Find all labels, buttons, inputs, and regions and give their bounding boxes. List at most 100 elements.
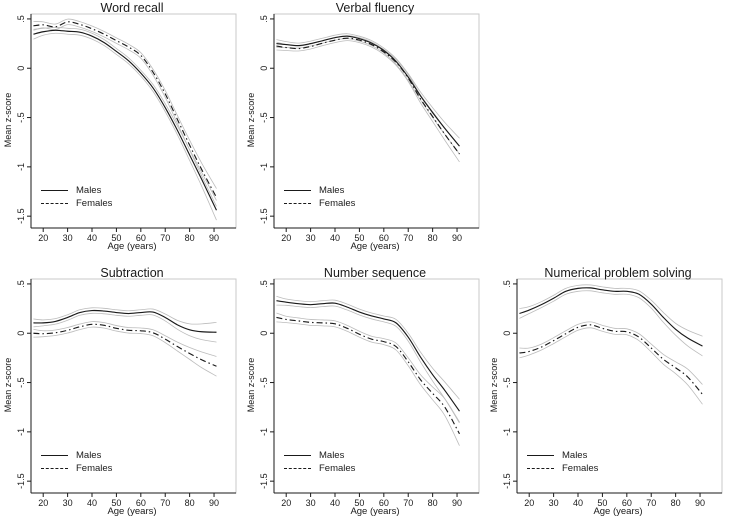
y-tick-label: -1.5 xyxy=(16,473,26,489)
ci-line xyxy=(276,321,460,446)
x-tick-label: 70 xyxy=(403,498,413,508)
males-line xyxy=(519,287,703,347)
x-axis-label: Age (years) xyxy=(350,506,400,517)
legend-row-females: Females xyxy=(41,462,112,475)
ci-line xyxy=(276,35,460,147)
x-tick-label: 30 xyxy=(306,233,316,243)
y-tick-label: .5 xyxy=(259,15,269,23)
legend-label-females: Females xyxy=(76,463,113,474)
ci-line xyxy=(276,304,460,424)
x-tick-label: 50 xyxy=(597,498,607,508)
y-axis-label: Mean z-score xyxy=(489,357,499,413)
y-tick-label: -.5 xyxy=(16,112,26,123)
legend-row-females: Females xyxy=(527,462,598,475)
legend-label-females: Females xyxy=(562,463,599,474)
y-tick-label: 0 xyxy=(502,331,512,336)
legend-label-males: Males xyxy=(76,450,102,461)
ci-line xyxy=(276,295,460,400)
chart-title: Word recall xyxy=(100,1,164,15)
legend-row-males: Males xyxy=(284,449,355,462)
x-tick-label: 20 xyxy=(38,498,48,508)
legend-label-males: Males xyxy=(562,450,588,461)
legend-row-males: Males xyxy=(284,184,355,197)
x-tick-label: 20 xyxy=(524,498,534,508)
ci-line xyxy=(276,33,460,139)
x-axis-label: Age (years) xyxy=(107,506,157,517)
legend-row-females: Females xyxy=(41,197,112,210)
plot-area-number-sequence: .5 0 -.5 -1 -1.5 20 30 40 50 60 70 80 90 xyxy=(259,278,480,508)
x-tick-label: 20 xyxy=(281,233,291,243)
x-tick-label: 30 xyxy=(549,498,559,508)
x-tick-label: 20 xyxy=(281,498,291,508)
legend: Males Females xyxy=(284,184,355,210)
females-line xyxy=(519,324,703,395)
y-axis-label: Mean z-score xyxy=(246,357,256,413)
chart-panel-verbal-fluency: .5 0 -.5 -1 -1.5 20 30 40 50 60 70 80 90 Verbal flue… xyxy=(243,0,486,254)
x-tick-label: 20 xyxy=(38,233,48,243)
females-line xyxy=(33,323,217,367)
legend-row-males: Males xyxy=(41,184,112,197)
y-tick-label: -1 xyxy=(259,163,269,171)
x-tick-label: 90 xyxy=(452,498,462,508)
males-line xyxy=(276,35,460,147)
x-tick-label: 70 xyxy=(160,498,170,508)
chart-title: Number sequence xyxy=(323,266,427,280)
y-tick-label: -1.5 xyxy=(259,208,269,224)
y-axis-label: Mean z-score xyxy=(246,92,256,148)
males-line-sample xyxy=(284,455,311,456)
females-line-sample xyxy=(284,203,311,204)
legend: Males Females xyxy=(527,449,598,475)
chart-title: Subtraction xyxy=(100,266,164,280)
y-tick-label: -1 xyxy=(502,428,512,436)
x-tick-label: 60 xyxy=(379,498,389,508)
y-tick-label: .5 xyxy=(16,280,26,288)
chart-title: Verbal fluency xyxy=(335,1,415,15)
x-tick-label: 90 xyxy=(695,498,705,508)
males-line xyxy=(33,309,217,333)
x-tick-label: 50 xyxy=(354,498,364,508)
x-tick-label: 40 xyxy=(330,233,340,243)
y-tick-label: -1 xyxy=(16,428,26,436)
chart-title: Numerical problem solving xyxy=(544,266,692,280)
x-tick-label: 90 xyxy=(209,233,219,243)
chart-panel-numerical-problem-solving: .5 0 -.5 -1 -1.5 20 30 40 50 60 70 80 90 Numerical p… xyxy=(486,265,729,519)
ci-line xyxy=(33,18,217,189)
plot-area-word-recall: .5 0 -.5 -1 -1.5 20 30 40 50 60 70 80 90 xyxy=(16,13,237,243)
y-tick-label: -1.5 xyxy=(502,473,512,489)
females-line xyxy=(276,37,460,155)
females-line-sample xyxy=(527,468,554,469)
x-axis-label: Age (years) xyxy=(350,241,400,252)
y-tick-label: 0 xyxy=(16,331,26,336)
ci-line xyxy=(519,321,703,385)
chart-panel-word-recall: .5 0 -.5 -1 -1.5 20 30 40 50 60 70 80 90 Word recall… xyxy=(0,0,243,254)
x-tick-label: 90 xyxy=(209,498,219,508)
x-tick-label: 50 xyxy=(111,233,121,243)
males-line-sample xyxy=(284,190,311,191)
females-line xyxy=(276,316,460,435)
y-tick-label: -.5 xyxy=(259,112,269,123)
ci-line xyxy=(519,327,703,405)
y-tick-label: 0 xyxy=(259,66,269,71)
x-axis-label: Age (years) xyxy=(593,506,643,517)
x-tick-label: 50 xyxy=(111,498,121,508)
males-line xyxy=(276,300,460,412)
legend: Males Females xyxy=(284,449,355,475)
ci-line xyxy=(519,284,703,337)
females-line-sample xyxy=(284,468,311,469)
x-tick-label: 70 xyxy=(160,233,170,243)
x-tick-label: 40 xyxy=(87,498,97,508)
ci-line xyxy=(33,321,217,357)
females-line-sample xyxy=(41,468,68,469)
males-line-sample xyxy=(527,455,554,456)
ci-line xyxy=(33,24,217,207)
ci-line xyxy=(33,32,217,221)
plot-area-subtraction: .5 0 -.5 -1 -1.5 20 30 40 50 60 70 80 90 xyxy=(16,278,237,508)
ci-line xyxy=(33,312,217,343)
x-tick-label: 40 xyxy=(330,498,340,508)
plot-area-verbal-fluency: .5 0 -.5 -1 -1.5 20 30 40 50 60 70 80 90 xyxy=(259,13,480,243)
x-tick-label: 50 xyxy=(354,233,364,243)
y-tick-label: -1 xyxy=(259,428,269,436)
y-tick-label: -.5 xyxy=(259,377,269,388)
x-tick-label: 80 xyxy=(428,498,438,508)
ci-line xyxy=(519,290,703,357)
